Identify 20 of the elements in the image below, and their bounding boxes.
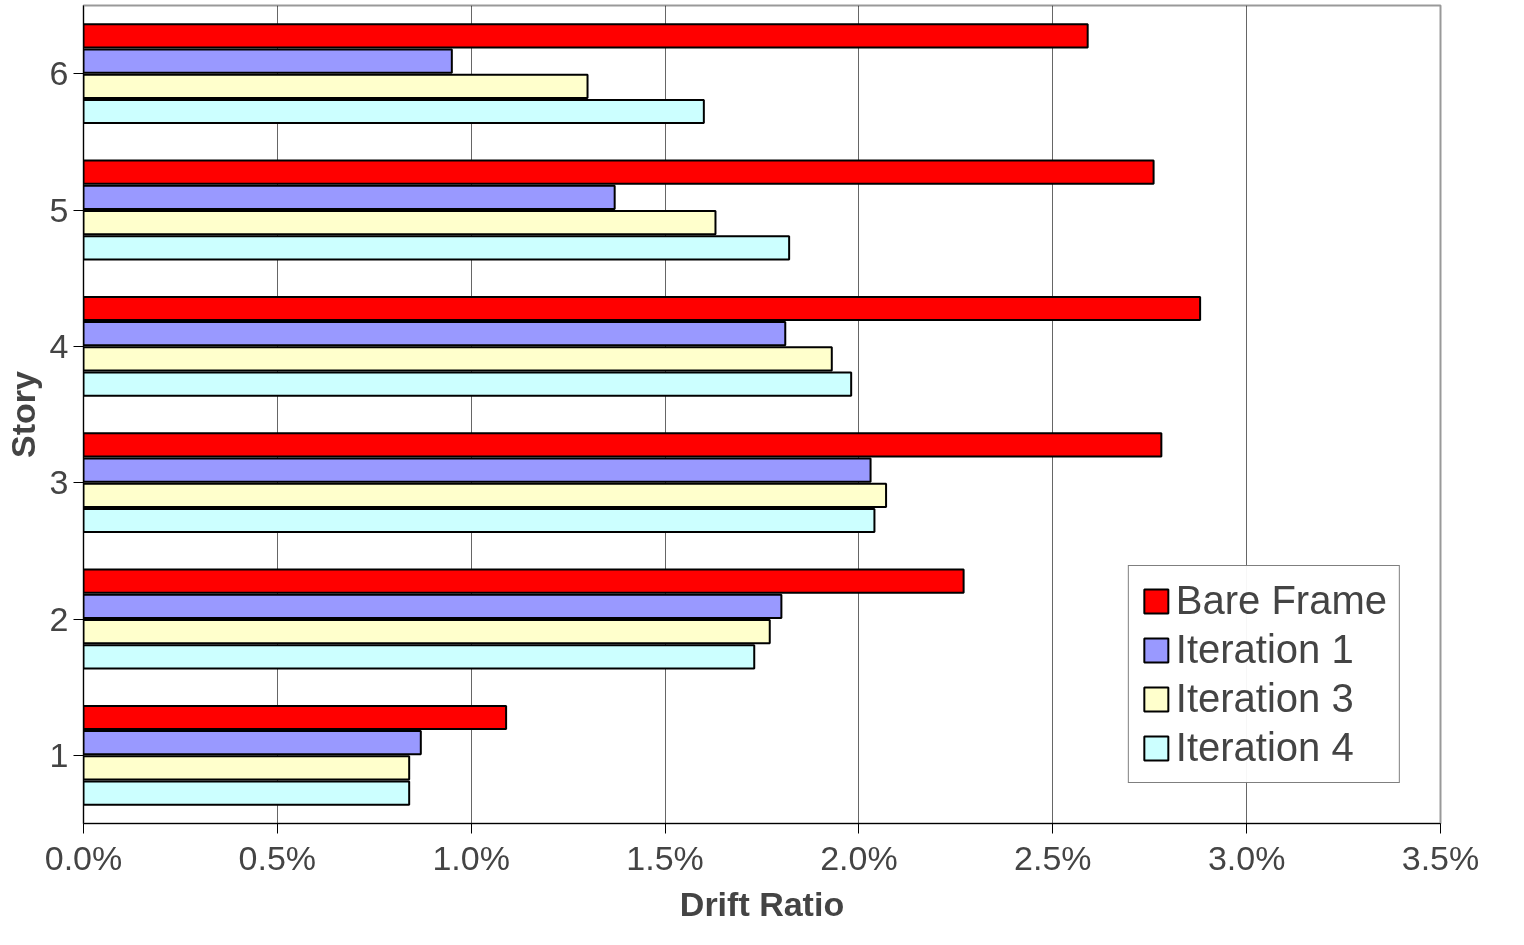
- x-tick-label: 0.5%: [238, 838, 317, 877]
- x-tick-label: 3.5%: [1401, 838, 1480, 877]
- x-tick-label: 1.0%: [432, 838, 510, 877]
- y-tick-label: 2: [49, 599, 69, 638]
- y-tick-label: 1: [49, 735, 69, 774]
- legend-label: Bare Frame: [1175, 578, 1387, 623]
- x-tick-label: 2.0%: [820, 838, 898, 877]
- y-tick-label: 3: [49, 463, 69, 502]
- y-tick-label: 4: [49, 326, 69, 365]
- x-tick-label: 3.0%: [1207, 838, 1286, 877]
- x-tick-label: 2.5%: [1014, 838, 1092, 877]
- x-axis-title: Drift Ratio: [679, 884, 845, 923]
- x-tick-label: 1.5%: [626, 838, 704, 877]
- y-tick-label: 6: [49, 54, 69, 93]
- y-tick-label: 5: [49, 190, 69, 229]
- legend-label: Iteration 1: [1175, 627, 1354, 672]
- x-tick-label: 0.0%: [44, 838, 123, 877]
- legend-label: Iteration 4: [1175, 725, 1354, 770]
- legend-label: Iteration 3: [1175, 676, 1354, 721]
- y-axis-title: Story: [3, 370, 42, 458]
